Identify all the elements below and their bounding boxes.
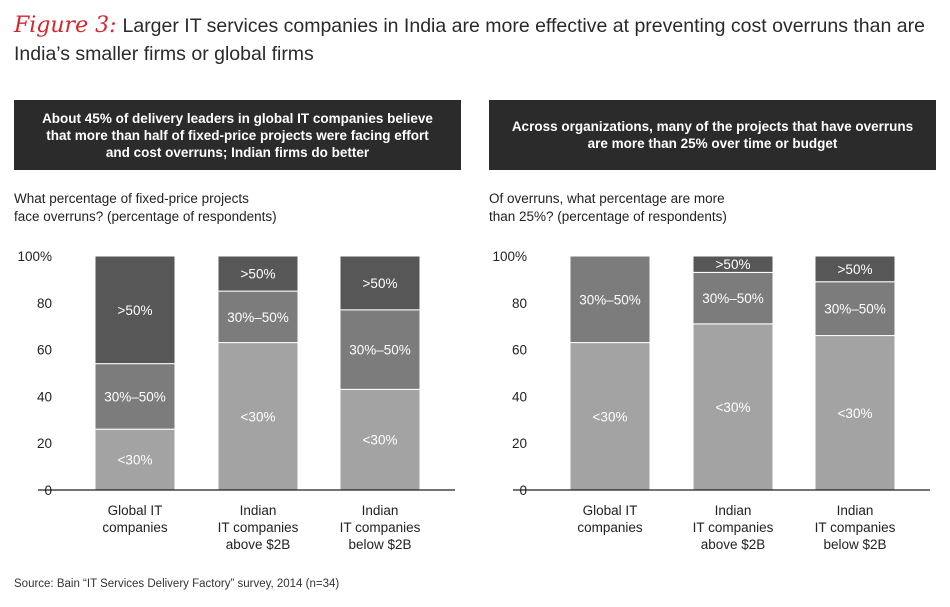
left-panel-header: About 45% of delivery leaders in global … — [14, 100, 461, 170]
category-label: IT companies — [815, 520, 896, 535]
category-label: below $2B — [348, 537, 411, 552]
bar-segment-label: >50% — [838, 262, 873, 277]
bar-segment-label: <30% — [838, 406, 873, 421]
bar-segment-label: 30%–50% — [349, 343, 411, 358]
bar-segment-label: <30% — [118, 453, 153, 468]
y-tick-label: 100% — [492, 249, 527, 264]
category-label: Indian — [837, 503, 874, 518]
bar-segment-label: 30%–50% — [104, 389, 166, 404]
bar-segment — [339, 309, 421, 390]
source-note: Source: Bain “IT Services Delivery Facto… — [14, 578, 340, 590]
bar-segment — [692, 255, 774, 273]
left-chart-svg: 020406080100%<30%30%–50%>50%Global ITcom… — [17, 249, 455, 552]
bar-segment — [339, 255, 421, 311]
left-chart: 020406080100%<30%30%–50%>50%Global ITcom… — [0, 240, 470, 565]
category-label: above $2B — [226, 537, 291, 552]
bar-segment — [814, 281, 896, 337]
left-panel-question: What percentage of fixed-price projects … — [14, 190, 334, 226]
bar-segment — [692, 323, 774, 491]
bar-segment-label: <30% — [593, 409, 628, 424]
category-label: Indian — [362, 503, 399, 518]
bar-segment-label: >50% — [241, 267, 276, 282]
y-tick-label: 20 — [512, 436, 527, 451]
y-tick-label: 80 — [512, 296, 527, 311]
bar-segment-label: 30%–50% — [579, 292, 641, 307]
bar-segment-label: <30% — [241, 409, 276, 424]
right-question-line1: Of overruns, what percentage are more — [489, 191, 725, 206]
category-label: Global IT — [108, 503, 163, 518]
bar-segment — [94, 255, 176, 365]
y-tick-label: 80 — [37, 296, 52, 311]
right-chart: 020406080100%<30%30%–50%Global ITcompani… — [475, 240, 945, 565]
bar-segment — [692, 271, 774, 325]
bar-segment — [217, 255, 299, 292]
right-question-line2: than 25%? (percentage of respondents) — [489, 209, 727, 224]
category-label: below $2B — [823, 537, 886, 552]
bar-segment-label: >50% — [716, 257, 751, 272]
y-tick-label: 40 — [512, 389, 527, 404]
category-label: IT companies — [218, 520, 299, 535]
bar-segment-label: >50% — [363, 276, 398, 291]
left-question-line1: What percentage of fixed-price projects — [14, 191, 249, 206]
y-tick-label: 100% — [17, 249, 52, 264]
bar-segment-label: 30%–50% — [227, 310, 289, 325]
bar-segment — [94, 363, 176, 430]
y-tick-label: 40 — [37, 389, 52, 404]
y-tick-label: 60 — [512, 343, 527, 358]
right-panel-header-text: Across organizations, many of the projec… — [511, 119, 914, 151]
y-tick-label: 60 — [37, 343, 52, 358]
bar-segment-label: >50% — [118, 303, 153, 318]
left-panel-header-text: About 45% of delivery leaders in global … — [42, 110, 433, 160]
bar-segment-label: <30% — [716, 400, 751, 415]
category-label: companies — [577, 520, 643, 535]
category-label: Indian — [240, 503, 277, 518]
figure-title-text: Larger IT services companies in India ar… — [14, 15, 925, 65]
bar-segment-label: <30% — [363, 433, 398, 448]
category-label: companies — [102, 520, 168, 535]
bar-segment-label: 30%–50% — [824, 302, 886, 317]
right-panel-header: Across organizations, many of the projec… — [489, 100, 936, 170]
bar-segment-label: 30%–50% — [702, 291, 764, 306]
bar-segment — [217, 290, 299, 344]
right-chart-svg: 020406080100%<30%30%–50%Global ITcompani… — [492, 249, 930, 552]
figure-title: Figure 3: Larger IT services companies in… — [14, 12, 939, 68]
right-panel-question: Of overruns, what percentage are more th… — [489, 190, 809, 226]
left-question-line2: face overruns? (percentage of respondent… — [14, 209, 277, 224]
category-label: Indian — [715, 503, 752, 518]
bar-segment — [569, 255, 651, 344]
bar-segment — [814, 335, 896, 491]
y-tick-label: 20 — [37, 436, 52, 451]
category-label: IT companies — [340, 520, 421, 535]
category-label: IT companies — [693, 520, 774, 535]
figure-label: Figure 3: — [14, 13, 117, 38]
category-label: Global IT — [583, 503, 638, 518]
bar-segment — [814, 255, 896, 283]
category-label: above $2B — [701, 537, 766, 552]
